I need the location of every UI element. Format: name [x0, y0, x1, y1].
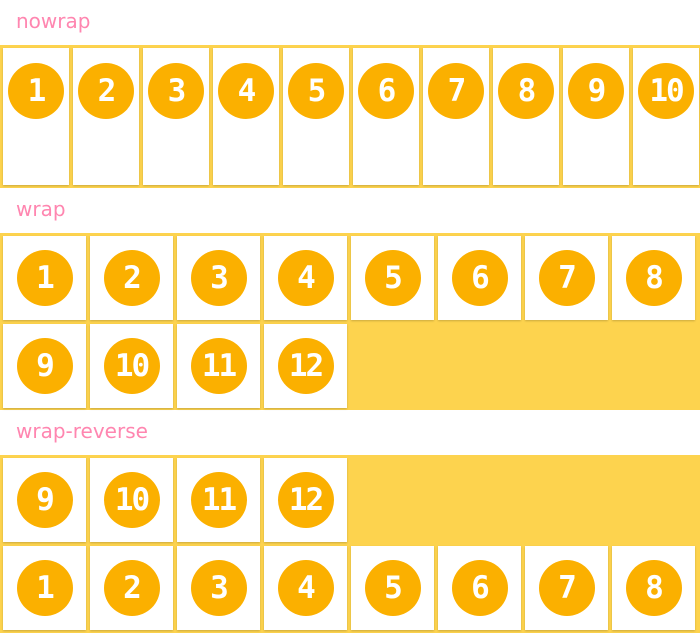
flex-item: 5 [283, 48, 349, 185]
section-label: nowrap [16, 9, 91, 33]
flex-item: 7 [423, 48, 489, 185]
flex-item: 4 [264, 546, 347, 630]
number-badge: 7 [538, 250, 595, 306]
number-badge: 2 [78, 63, 134, 119]
number-badge: 10 [103, 472, 160, 528]
number-badge: 11 [190, 338, 247, 394]
number-badge: 4 [277, 250, 334, 306]
flex-item: 12 [264, 324, 347, 408]
number-badge: 6 [358, 63, 414, 119]
flex-item: 9 [563, 48, 629, 185]
number-badge: 1 [16, 250, 73, 306]
flex-item: 2 [90, 236, 173, 320]
flex-item: 3 [177, 546, 260, 630]
section-label: wrap [16, 197, 66, 221]
number-badge: 7 [538, 560, 595, 616]
flex-item: 1 [3, 546, 86, 630]
number-badge: 3 [190, 250, 247, 306]
number-badge: 2 [103, 560, 160, 616]
flex-container-nowrap: 1 2 3 4 5 6 7 8 9 10 [0, 45, 700, 188]
number-badge: 5 [364, 250, 421, 306]
flex-item: 9 [3, 324, 86, 408]
flex-item: 3 [143, 48, 209, 185]
section-label: wrap-reverse [16, 419, 148, 443]
flex-item: 4 [264, 236, 347, 320]
flex-item: 10 [90, 324, 173, 408]
number-badge: 3 [148, 63, 204, 119]
number-badge: 6 [451, 560, 508, 616]
number-badge: 9 [16, 338, 73, 394]
number-badge: 8 [498, 63, 554, 119]
number-badge: 7 [428, 63, 484, 119]
number-badge: 4 [218, 63, 274, 119]
flex-item: 11 [177, 458, 260, 542]
flex-item: 2 [90, 546, 173, 630]
flex-item: 8 [612, 236, 695, 320]
flex-container-wrap: 1 2 3 4 5 6 7 8 9 10 11 12 [0, 233, 700, 410]
number-badge: 10 [638, 63, 694, 119]
number-badge: 4 [277, 560, 334, 616]
flex-item: 1 [3, 236, 86, 320]
number-badge: 12 [277, 338, 334, 394]
flex-item: 2 [73, 48, 139, 185]
flex-item: 9 [3, 458, 86, 542]
number-badge: 9 [16, 472, 73, 528]
number-badge: 9 [568, 63, 624, 119]
flex-item: 1 [3, 48, 69, 185]
flex-item: 7 [525, 236, 608, 320]
flex-item: 10 [90, 458, 173, 542]
flex-item: 6 [438, 546, 521, 630]
flex-container-wrap-reverse: 1 2 3 4 5 6 7 8 9 10 11 12 [0, 455, 700, 633]
number-badge: 2 [103, 250, 160, 306]
number-badge: 6 [451, 250, 508, 306]
number-badge: 1 [16, 560, 73, 616]
flex-item: 4 [213, 48, 279, 185]
flex-item: 5 [351, 546, 434, 630]
flex-item: 6 [438, 236, 521, 320]
flex-item: 8 [612, 546, 695, 630]
number-badge: 8 [625, 560, 682, 616]
number-badge: 8 [625, 250, 682, 306]
flex-item: 7 [525, 546, 608, 630]
flex-item: 3 [177, 236, 260, 320]
section-wrap: wrap 1 2 3 4 5 6 7 8 9 10 11 12 [0, 188, 700, 410]
section-wrap-reverse: wrap-reverse 1 2 3 4 5 6 7 8 9 10 11 12 [0, 410, 700, 633]
flex-item: 8 [493, 48, 559, 185]
flex-item: 5 [351, 236, 434, 320]
flex-item: 12 [264, 458, 347, 542]
section-nowrap: nowrap 1 2 3 4 5 6 7 8 9 10 [0, 0, 700, 188]
flex-item: 6 [353, 48, 419, 185]
number-badge: 3 [190, 560, 247, 616]
number-badge: 10 [103, 338, 160, 394]
number-badge: 1 [8, 63, 64, 119]
number-badge: 5 [364, 560, 421, 616]
number-badge: 5 [288, 63, 344, 119]
number-badge: 12 [277, 472, 334, 528]
number-badge: 11 [190, 472, 247, 528]
flex-item: 10 [633, 48, 699, 185]
flex-item: 11 [177, 324, 260, 408]
